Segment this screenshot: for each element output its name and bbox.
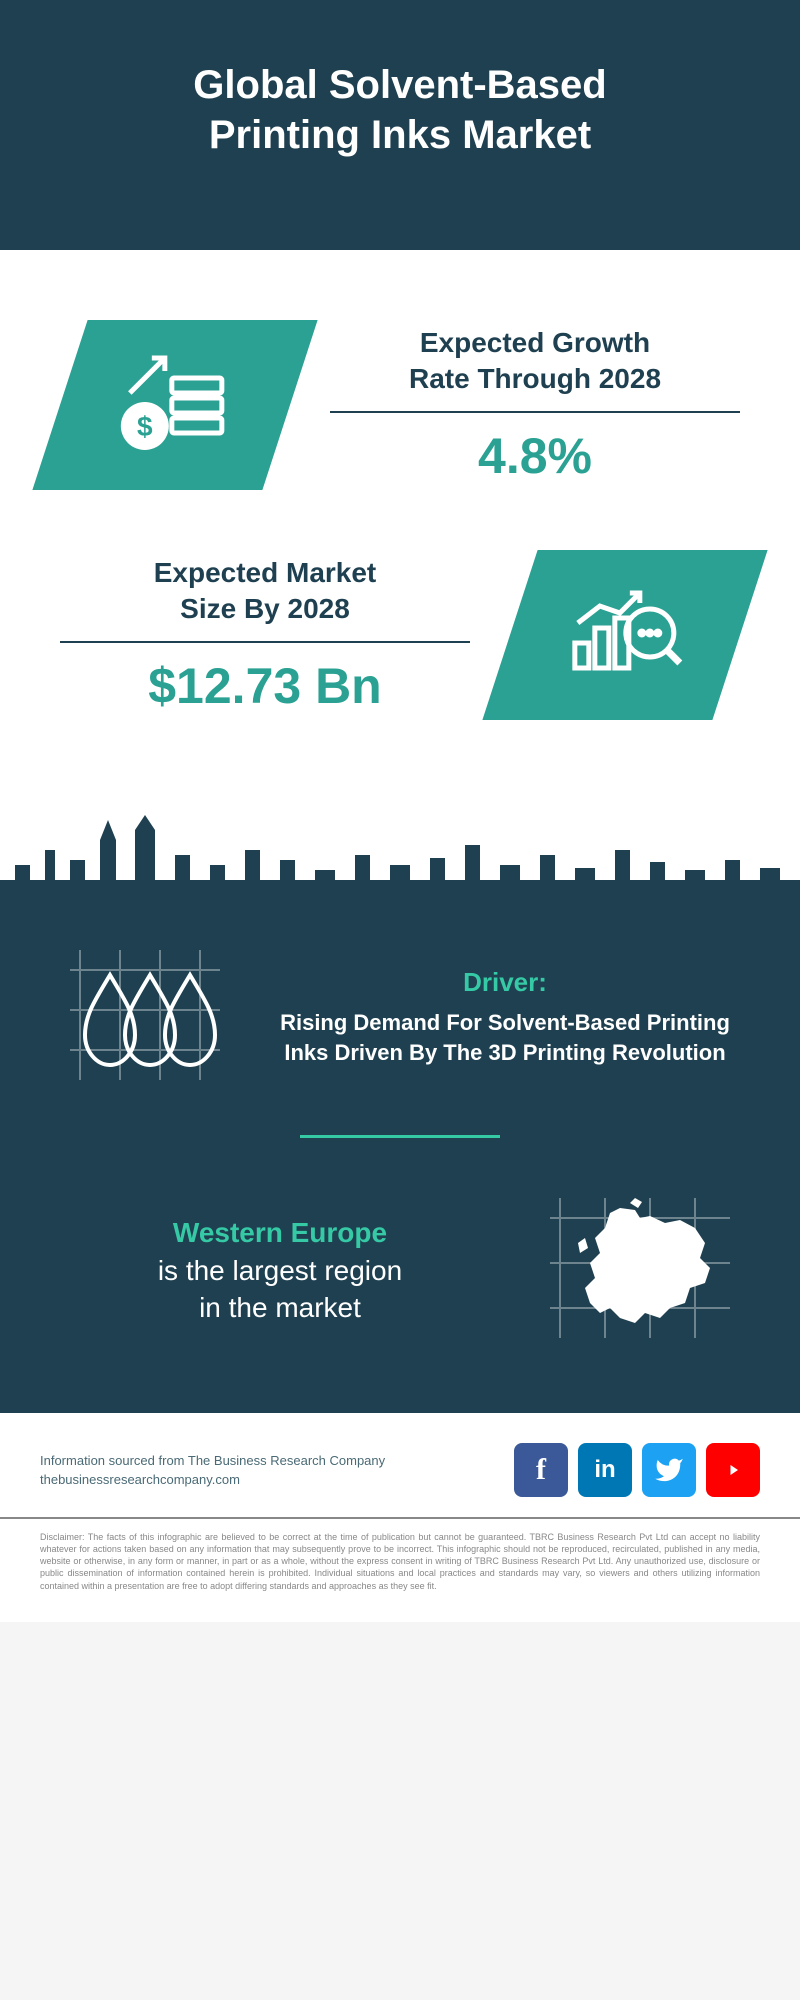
region-line-1: is the largest region (158, 1255, 402, 1286)
footer-source: Information sourced from The Business Re… (40, 1451, 385, 1490)
region-text: Western Europe is the largest region in … (60, 1214, 500, 1327)
linkedin-icon[interactable]: in (578, 1443, 632, 1497)
market-size-value: $12.73 Bn (60, 657, 470, 715)
driver-label: Driver: (270, 967, 740, 998)
footer: Information sourced from The Business Re… (0, 1413, 800, 1519)
growth-stat-text: Expected Growth Rate Through 2028 4.8% (330, 325, 740, 486)
droplets-icon (60, 940, 230, 1095)
market-size-title: Expected Market Size By 2028 (60, 555, 470, 644)
header: Global Solvent-Based Printing Inks Marke… (0, 0, 800, 250)
market-size-icon-panel (482, 550, 767, 720)
skyline-graphic (0, 810, 800, 920)
separator-line (300, 1135, 500, 1138)
title-line-2: Printing Inks Market (209, 113, 591, 157)
market-size-stat-row: Expected Market Size By 2028 $12.73 Bn (60, 550, 740, 720)
youtube-icon[interactable] (706, 1443, 760, 1497)
title-line-1: Global Solvent-Based (193, 63, 606, 107)
europe-map-icon (540, 1188, 740, 1353)
chart-analysis-icon (560, 578, 690, 693)
market-size-stat-text: Expected Market Size By 2028 $12.73 Bn (60, 555, 470, 716)
twitter-icon[interactable] (642, 1443, 696, 1497)
region-line-2: in the market (199, 1292, 361, 1323)
dark-section: Driver: Rising Demand For Solvent-Based … (0, 920, 800, 1413)
social-links: f in (514, 1443, 760, 1497)
stats-section: $ Expected Growth Rate Through 2028 4.8% (0, 250, 800, 810)
driver-description: Rising Demand For Solvent-Based Printing… (270, 1008, 740, 1067)
main-title: Global Solvent-Based Printing Inks Marke… (40, 60, 760, 160)
growth-title: Expected Growth Rate Through 2028 (330, 325, 740, 414)
money-growth-icon: $ (110, 348, 240, 463)
growth-value: 4.8% (330, 427, 740, 485)
driver-row: Driver: Rising Demand For Solvent-Based … (60, 940, 740, 1095)
region-row: Western Europe is the largest region in … (60, 1188, 740, 1353)
growth-stat-row: $ Expected Growth Rate Through 2028 4.8% (60, 320, 740, 490)
svg-text:$: $ (137, 411, 153, 442)
driver-text: Driver: Rising Demand For Solvent-Based … (270, 967, 740, 1067)
region-highlight: Western Europe (173, 1217, 387, 1248)
infographic-container: Global Solvent-Based Printing Inks Marke… (0, 0, 800, 1622)
disclaimer-text: Disclaimer: The facts of this infographi… (0, 1519, 800, 1622)
facebook-icon[interactable]: f (514, 1443, 568, 1497)
growth-icon-panel: $ (32, 320, 317, 490)
